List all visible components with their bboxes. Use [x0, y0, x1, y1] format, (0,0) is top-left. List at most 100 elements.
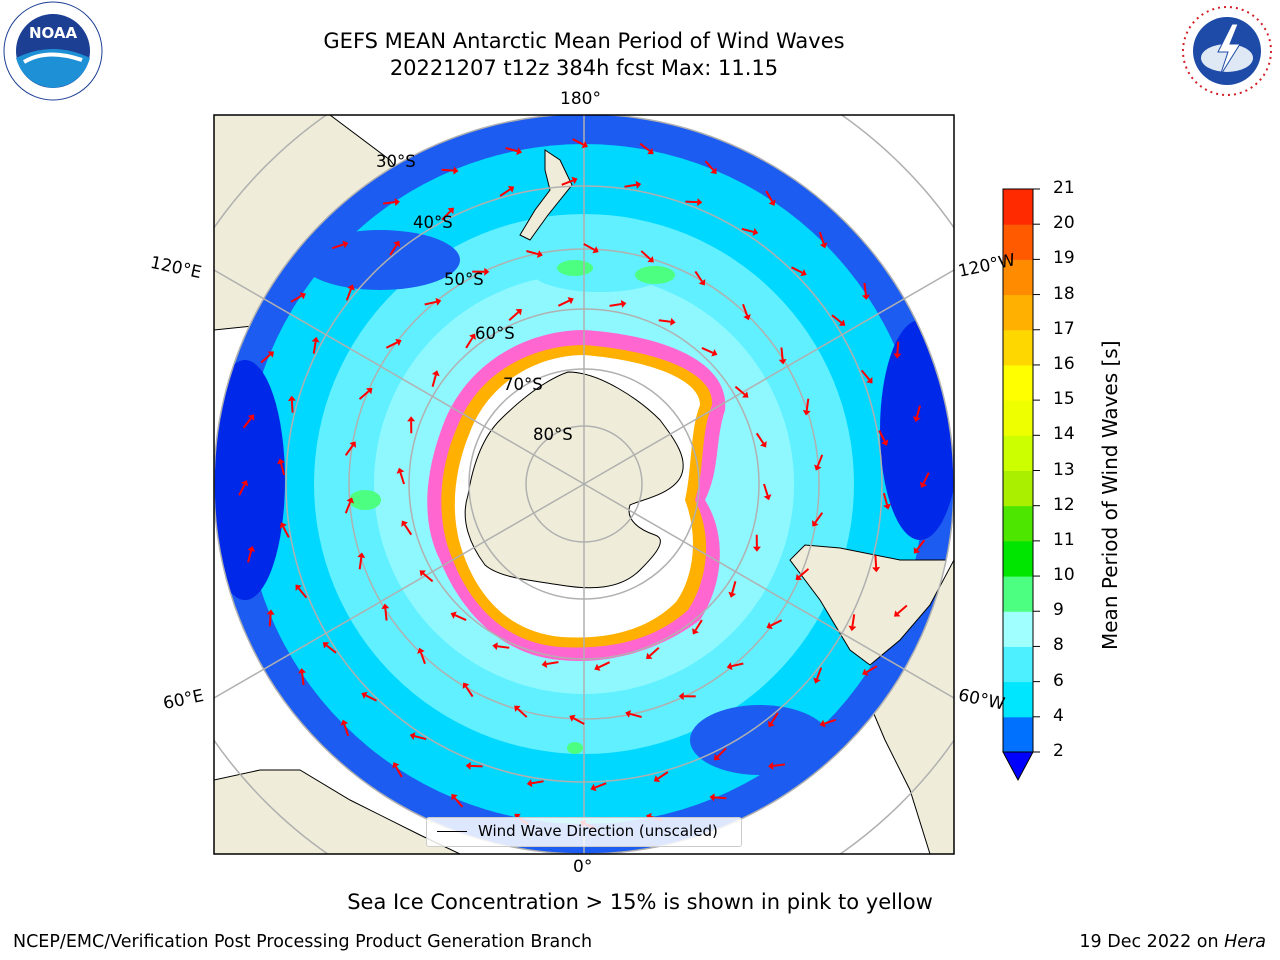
- colorbar-segment: [1003, 329, 1033, 366]
- wind-arrow: [831, 314, 842, 324]
- wind-arrow-head: [247, 545, 256, 552]
- wind-arrow: [422, 572, 434, 583]
- wind-arrow: [658, 319, 671, 323]
- wind-arrow-head: [838, 319, 846, 326]
- colorbar-segment: [1003, 435, 1033, 471]
- noaa-logo: NOAA: [3, 1, 103, 101]
- wind-arrow-head: [492, 642, 498, 651]
- antarctica-land: [464, 371, 684, 589]
- colorbar-segment: [1003, 294, 1033, 331]
- wind-arrow-head: [396, 467, 405, 474]
- wind-arrow-head: [322, 642, 330, 649]
- wind-arrow-head: [620, 300, 627, 308]
- noaa-logo-text: NOAA: [29, 24, 78, 42]
- wind-arrow: [508, 311, 519, 322]
- footer-date: 19 Dec 2022 on Hera: [1079, 932, 1266, 952]
- wind-arrow: [734, 385, 746, 396]
- africa-land: [214, 769, 461, 854]
- wind-arrow-head: [451, 794, 458, 801]
- wind-arrow-head: [653, 775, 661, 782]
- colorbar-segment: [1003, 224, 1033, 260]
- wind-arrow: [465, 337, 474, 349]
- wind-arrow-head: [647, 256, 654, 263]
- wind-arrow-head: [778, 359, 787, 365]
- wind-arrow: [497, 645, 510, 649]
- wind-arrow: [772, 763, 786, 767]
- wind-arrow-head: [647, 147, 654, 155]
- wind-arrow-head: [349, 441, 356, 448]
- colorbar-under-triangle: [1002, 751, 1034, 782]
- wind-arrow-head: [766, 622, 773, 630]
- wind-arrow: [326, 644, 337, 654]
- wind-arrow-head: [646, 652, 653, 660]
- wind-arrow: [573, 717, 585, 725]
- wind-arrow: [531, 780, 544, 785]
- wind-arrow-head: [645, 812, 652, 821]
- wind-arrow: [791, 266, 803, 274]
- wind-arrow: [399, 472, 405, 485]
- wind-arrow: [816, 667, 823, 680]
- wind-arrow: [345, 288, 352, 301]
- wind-arrow: [384, 608, 388, 621]
- wind-arrow: [640, 250, 651, 260]
- lon-label-180: 180°: [560, 89, 601, 109]
- wind-arrow-head: [298, 668, 307, 674]
- wind-arrow: [860, 369, 871, 381]
- wind-arrow: [419, 652, 426, 665]
- wind-arrow: [382, 201, 396, 205]
- wind-arrow: [385, 341, 398, 349]
- wind-arrow-head: [357, 552, 366, 558]
- wind-arrow: [780, 347, 784, 360]
- wind-arrow-head: [342, 240, 349, 249]
- wind-arrow: [755, 432, 765, 444]
- wind-arrow-head: [409, 732, 416, 740]
- footer-producer: NCEP/EMC/Verification Post Processing Pr…: [13, 932, 593, 952]
- colorbar-segment: [1003, 646, 1033, 683]
- wind-arrow: [453, 797, 464, 808]
- wind-arrow: [312, 341, 317, 354]
- wind-arrow-head: [447, 207, 454, 214]
- colorbar-segment: [1003, 189, 1033, 225]
- wind-arrow-head: [241, 480, 249, 487]
- wind-arrow-head: [760, 441, 767, 448]
- wind-arrow-head: [893, 353, 902, 359]
- wind-arrow-head: [872, 567, 881, 573]
- wind-arrow-head: [592, 246, 599, 254]
- chart-title: GEFS MEAN Antarctic Mean Period of Wind …: [323, 29, 845, 53]
- wind-arrow: [344, 501, 352, 514]
- colorbar-tick-label: 12: [1053, 494, 1075, 515]
- wind-arrow: [470, 764, 483, 768]
- wind-arrow: [824, 718, 837, 725]
- wind-arrow: [331, 243, 344, 250]
- wind-arrow-head: [515, 308, 522, 316]
- wind-arrow: [915, 405, 921, 418]
- lat-label-50s: 50°S: [444, 270, 484, 289]
- colorbar-tick-label: 4: [1053, 705, 1064, 726]
- wind-arrow: [290, 400, 294, 413]
- wind-arrow-head: [819, 719, 826, 728]
- wind-arrow: [882, 492, 889, 505]
- wind-arrow-head: [711, 349, 718, 357]
- wind-arrow-head: [395, 338, 402, 346]
- wind-arrow: [701, 347, 714, 354]
- wind-arrow: [583, 243, 595, 251]
- wind-arrow-head: [419, 570, 426, 577]
- colorbar-tick-label: 15: [1053, 389, 1075, 410]
- lat-label-40s: 40°S: [413, 213, 453, 232]
- colorbar-tick-label: 8: [1053, 635, 1064, 656]
- wind-arrow: [731, 662, 744, 668]
- wind-arrow-head: [526, 779, 533, 788]
- colorbar-tick-label: 18: [1053, 283, 1075, 304]
- wind-arrow: [441, 210, 452, 221]
- colorbar-tick-label: 17: [1053, 318, 1075, 339]
- wind-arrow-head: [795, 573, 802, 580]
- wind-arrow-head: [862, 668, 869, 676]
- colorbar-tick-label: 19: [1053, 248, 1075, 269]
- wind-arrow-head: [768, 761, 774, 770]
- wind-arrow: [268, 614, 272, 627]
- wind-arrow-head: [768, 720, 775, 728]
- wind-arrow: [365, 694, 377, 702]
- wind-arrow: [765, 190, 773, 202]
- wind-arrow-head: [912, 416, 921, 423]
- wind-arrow-head: [848, 625, 857, 632]
